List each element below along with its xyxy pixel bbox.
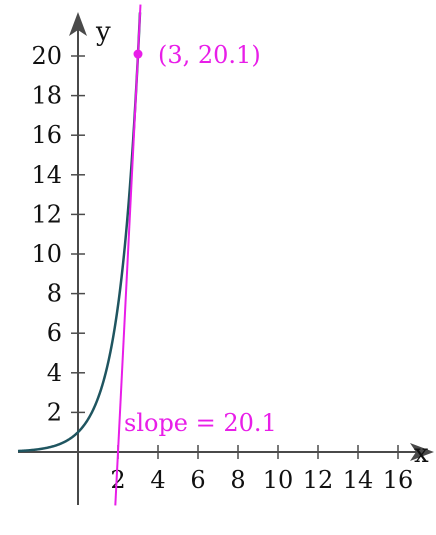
y-tick-label: 16: [31, 121, 62, 149]
y-tick-label: 10: [31, 240, 62, 268]
x-tick-label: 2: [110, 466, 125, 494]
x-tick-label: 4: [150, 466, 165, 494]
y-tick-label: 8: [47, 280, 62, 308]
exponential-curve: [17, 12, 142, 453]
tangent-point: [133, 49, 143, 59]
y-axis-arrow-icon: [69, 12, 87, 36]
x-axis-ticks: 2 4 6 8 10 12 14 16: [110, 445, 413, 494]
x-axis-arrow-icon: [410, 443, 434, 461]
y-tick-label: 20: [31, 42, 62, 70]
x-tick-label: 12: [303, 466, 334, 494]
y-tick-label: 6: [47, 319, 62, 347]
y-tick-label: 12: [31, 200, 62, 228]
x-tick-label: 8: [230, 466, 245, 494]
y-tick-label: 4: [47, 359, 62, 387]
y-tick-label: 14: [31, 161, 62, 189]
tangent-line: [114, 4, 142, 506]
x-tick-label: 10: [263, 466, 294, 494]
x-axis-label: x: [414, 439, 429, 469]
x-tick-label: 6: [190, 466, 205, 494]
y-tick-label: 2: [47, 398, 62, 426]
point-coordinate-label: (3, 20.1): [158, 41, 261, 69]
y-axis-ticks: 2 4 6 8 10 12 14 16 18 20: [31, 42, 85, 426]
x-tick-label: 14: [343, 466, 374, 494]
y-tick-label: 18: [31, 82, 62, 110]
y-axis-label: y: [95, 17, 111, 47]
x-tick-label: 16: [383, 466, 414, 494]
slope-annotation: slope = 20.1: [124, 409, 277, 437]
